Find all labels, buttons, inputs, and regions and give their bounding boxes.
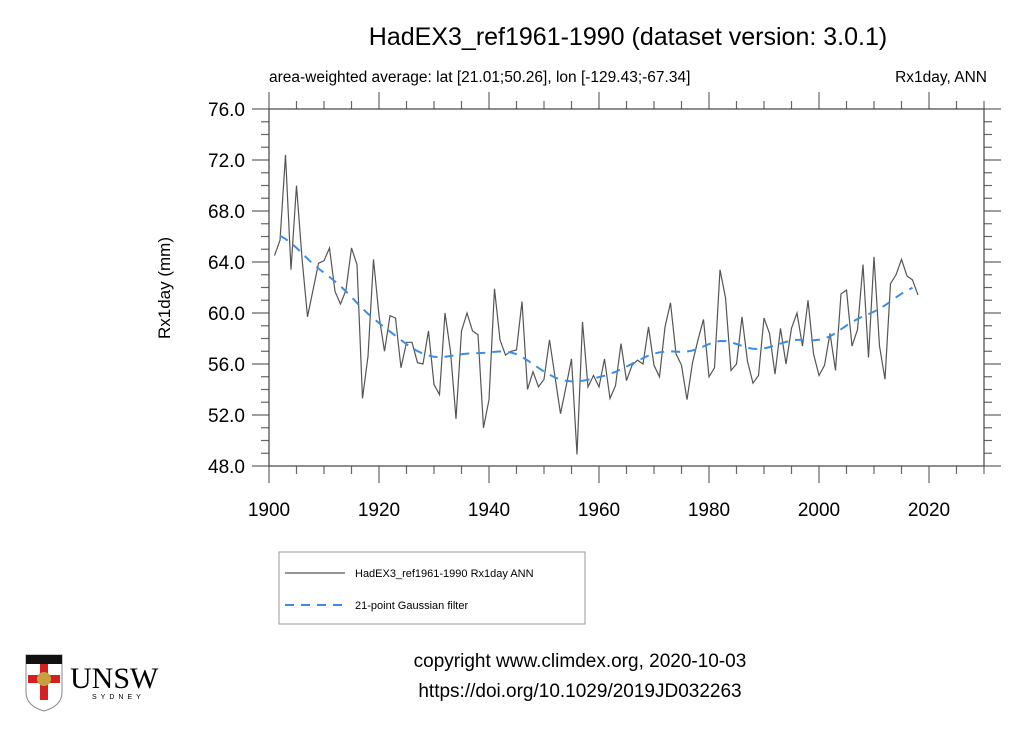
y-tick-label: 76.0 [208, 100, 245, 121]
x-tick-label: 1960 [578, 500, 620, 521]
x-tick-label: 2000 [798, 500, 840, 521]
unsw-logo: UNSW SYDNEY [25, 654, 159, 712]
x-tick-label: 1920 [358, 500, 400, 521]
y-tick-label: 60.0 [208, 304, 245, 325]
y-tick-label: 64.0 [208, 253, 245, 274]
legend: HadEX3_ref1961-1990 Rx1day ANN 21-point … [278, 551, 586, 625]
plot-frame [268, 108, 985, 467]
x-tick-label: 1900 [248, 500, 290, 521]
y-tick-label: 68.0 [208, 202, 245, 223]
logo-subtext: SYDNEY [92, 694, 145, 701]
series-raw-line [273, 154, 919, 455]
legend-label-raw: HadEX3_ref1961-1990 Rx1day ANN [355, 568, 534, 580]
chart-subtitle-left: area-weighted average: lat [21.01;50.26]… [269, 69, 690, 86]
y-tick-label: 72.0 [208, 151, 245, 172]
x-tick-label: 1980 [688, 500, 730, 521]
footer-doi: https://doi.org/10.1029/2019JD032263 [418, 681, 741, 702]
legend-box [278, 551, 586, 625]
x-tick-label: 2020 [908, 500, 950, 521]
logo-text: UNSW [70, 662, 159, 695]
x-tick-label: 1940 [468, 500, 510, 521]
x-tick-labels: 1900 1920 1940 1960 1980 2000 2020 [248, 500, 950, 521]
y-tick-labels: 48.0 52.0 56.0 60.0 64.0 68.0 72.0 76.0 [208, 100, 245, 478]
footer-copyright: copyright www.climdex.org, 2020-10-03 [414, 651, 747, 672]
chart-title: HadEX3_ref1961-1990 (dataset version: 3.… [369, 23, 887, 51]
series-gaussian-filter-line [279, 234, 913, 383]
chart-subtitle-right: Rx1day, ANN [895, 69, 987, 86]
y-tick-label: 48.0 [208, 457, 245, 478]
y-tick-label: 52.0 [208, 406, 245, 427]
y-tick-label: 56.0 [208, 355, 245, 376]
axis-ticks [252, 92, 1001, 483]
y-axis-label: Rx1day (mm) [155, 237, 174, 339]
legend-label-filter: 21-point Gaussian filter [355, 600, 468, 612]
